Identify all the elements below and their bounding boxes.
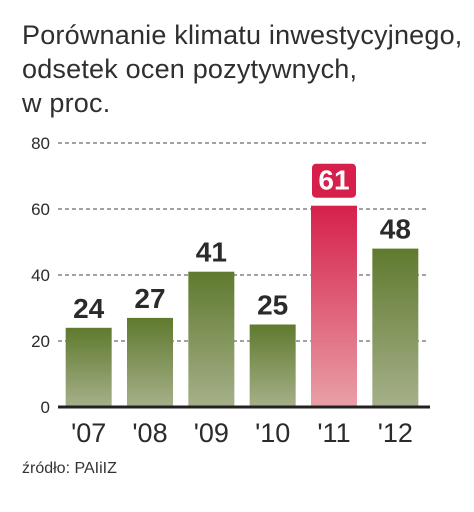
bar: [188, 271, 235, 407]
chart-title-line-2: odsetek ocen pozytywnych,: [22, 54, 358, 84]
data-label: 27: [134, 283, 165, 314]
bar: [65, 327, 112, 407]
bar: [249, 324, 296, 407]
y-tick-label: 60: [31, 200, 50, 219]
data-label: 41: [196, 237, 227, 268]
gridlines: [58, 142, 426, 342]
x-tick-label: '10: [255, 418, 290, 448]
y-tick-label: 40: [31, 266, 50, 285]
bar: [127, 317, 173, 407]
y-tick-label: 80: [31, 134, 50, 153]
y-tick-label: 0: [41, 398, 50, 417]
bars: [65, 205, 419, 407]
highlight-label-badge: [312, 163, 356, 198]
x-tick-label: '12: [378, 418, 413, 448]
x-tick-label: '11: [317, 418, 350, 448]
x-tick-label: '09: [194, 418, 229, 448]
bar: [372, 248, 419, 407]
x-tick-label: '08: [132, 418, 167, 448]
data-label: 61: [318, 165, 349, 196]
chart-title: Porównanie klimatu inwestycyjnego, odset…: [22, 18, 462, 120]
x-tick-label: '07: [71, 418, 106, 448]
source-note: źródło: PAIiIZ: [22, 460, 117, 477]
y-tick-label: 20: [31, 332, 50, 351]
data-label: 24: [73, 293, 105, 324]
labels: 0 20 40 60 80 24 '07 27 '08 41 '09 25 '10 61 '11 48 '12: [31, 134, 413, 448]
data-label: 25: [257, 290, 288, 321]
bar: [311, 205, 357, 407]
data-label: 48: [380, 214, 411, 245]
chart-title-line-1: Porównanie klimatu inwestycyjnego,: [22, 20, 463, 50]
chart-title-line-3: w proc.: [22, 88, 111, 118]
